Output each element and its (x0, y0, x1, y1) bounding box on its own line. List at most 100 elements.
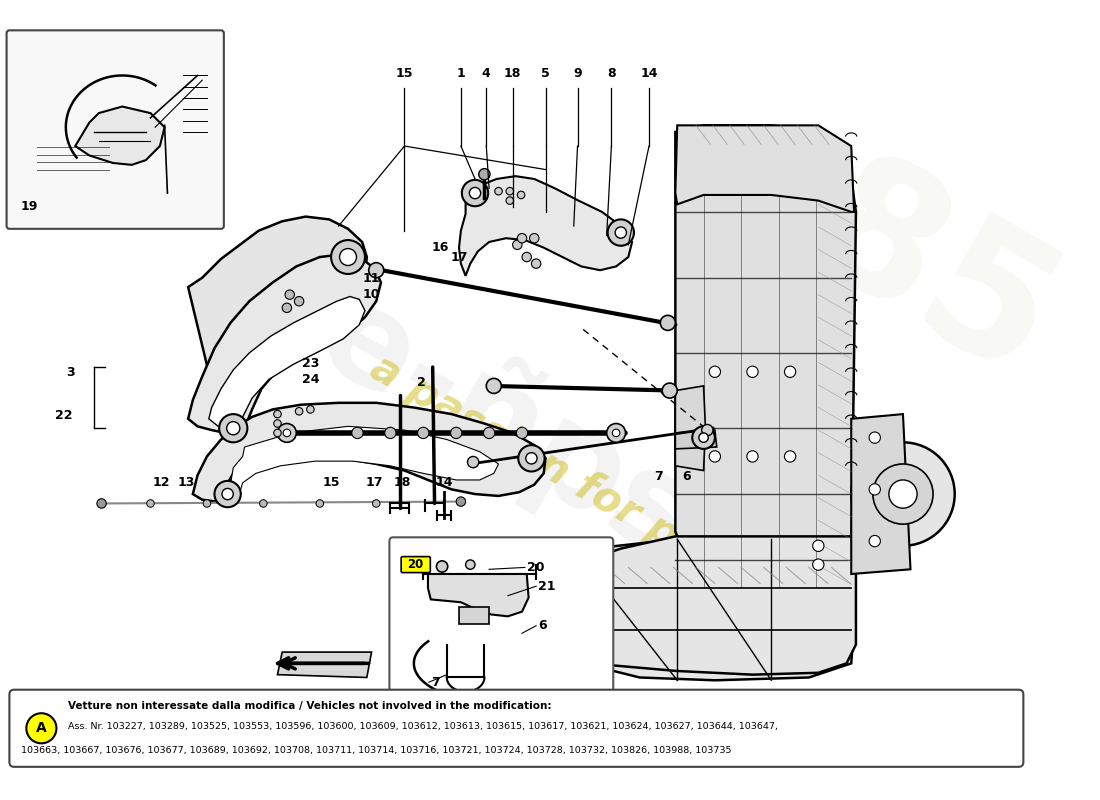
Circle shape (529, 234, 539, 243)
Circle shape (468, 457, 478, 468)
Text: 1: 1 (456, 67, 465, 80)
Circle shape (385, 427, 396, 438)
Circle shape (331, 240, 365, 274)
Text: 23: 23 (301, 357, 319, 370)
Circle shape (26, 714, 56, 743)
Text: 13: 13 (177, 476, 195, 490)
Polygon shape (192, 403, 546, 502)
Circle shape (747, 366, 758, 378)
Circle shape (451, 427, 462, 438)
Circle shape (710, 450, 720, 462)
Circle shape (418, 427, 429, 438)
Text: 15: 15 (396, 67, 414, 80)
FancyBboxPatch shape (402, 557, 430, 573)
Circle shape (526, 453, 537, 464)
Circle shape (851, 442, 955, 546)
Circle shape (470, 187, 481, 198)
Text: 7: 7 (654, 470, 663, 482)
Circle shape (506, 197, 514, 204)
Text: Ass. Nr. 103227, 103289, 103525, 103553, 103596, 103600, 103609, 103612, 103613,: Ass. Nr. 103227, 103289, 103525, 103553,… (68, 722, 778, 731)
Text: a passion for parts: a passion for parts (363, 346, 766, 604)
Circle shape (352, 427, 363, 438)
Circle shape (784, 450, 795, 462)
Circle shape (495, 187, 503, 195)
Circle shape (97, 498, 107, 508)
Circle shape (340, 249, 356, 266)
Circle shape (307, 406, 315, 413)
Circle shape (373, 500, 380, 507)
Polygon shape (230, 426, 498, 494)
Circle shape (518, 445, 544, 471)
Circle shape (274, 410, 282, 418)
Circle shape (710, 366, 720, 378)
Circle shape (873, 464, 933, 524)
Circle shape (295, 297, 304, 306)
Circle shape (692, 426, 715, 449)
Circle shape (437, 561, 448, 572)
Text: e-ñps: e-ñps (297, 269, 718, 587)
Text: 20: 20 (408, 558, 424, 571)
Text: 11: 11 (363, 272, 381, 286)
Circle shape (462, 180, 488, 206)
Text: 18: 18 (504, 67, 521, 80)
Circle shape (285, 290, 295, 299)
Circle shape (274, 420, 282, 427)
Text: 103663, 103667, 103676, 103677, 103689, 103692, 103708, 103711, 103714, 103716, : 103663, 103667, 103676, 103677, 103689, … (21, 746, 732, 755)
Polygon shape (675, 386, 705, 470)
Circle shape (889, 480, 917, 508)
Circle shape (607, 219, 634, 246)
Text: 17: 17 (450, 250, 468, 264)
Text: 18: 18 (394, 476, 411, 490)
Circle shape (613, 429, 620, 437)
FancyBboxPatch shape (7, 30, 224, 229)
Text: 12: 12 (153, 476, 170, 490)
Circle shape (146, 500, 154, 507)
Circle shape (784, 366, 795, 378)
Circle shape (283, 429, 290, 437)
Circle shape (316, 500, 323, 507)
Circle shape (277, 423, 296, 442)
Circle shape (456, 497, 465, 506)
Circle shape (204, 500, 211, 507)
Polygon shape (428, 574, 529, 616)
Circle shape (368, 262, 384, 278)
Text: 9: 9 (573, 67, 582, 80)
Circle shape (702, 425, 713, 436)
Text: 14: 14 (640, 67, 658, 80)
Circle shape (660, 315, 675, 330)
Circle shape (813, 559, 824, 570)
Circle shape (506, 187, 514, 195)
Polygon shape (188, 254, 381, 433)
Text: 7: 7 (431, 676, 440, 689)
Text: 16: 16 (431, 242, 449, 254)
Circle shape (260, 500, 267, 507)
Text: 19: 19 (21, 200, 38, 213)
Text: 85: 85 (779, 138, 1084, 417)
Circle shape (517, 191, 525, 198)
FancyBboxPatch shape (389, 538, 614, 710)
Circle shape (214, 481, 241, 507)
Text: 5: 5 (541, 67, 550, 80)
Circle shape (274, 429, 282, 437)
Circle shape (813, 540, 824, 551)
Circle shape (295, 407, 302, 415)
Text: 8: 8 (607, 67, 616, 80)
Polygon shape (459, 176, 632, 276)
Text: 20: 20 (527, 561, 544, 574)
Text: 21: 21 (538, 580, 556, 593)
Polygon shape (562, 536, 856, 674)
Polygon shape (277, 652, 372, 678)
Circle shape (662, 383, 678, 398)
Circle shape (607, 423, 626, 442)
Circle shape (486, 378, 502, 394)
Text: 3: 3 (66, 366, 75, 379)
Circle shape (869, 432, 880, 443)
Text: A: A (36, 722, 47, 735)
Circle shape (513, 240, 522, 250)
Circle shape (283, 303, 292, 313)
Polygon shape (188, 217, 366, 423)
Text: 22: 22 (55, 409, 73, 422)
Circle shape (478, 169, 491, 180)
Circle shape (531, 259, 541, 268)
Circle shape (698, 433, 708, 442)
